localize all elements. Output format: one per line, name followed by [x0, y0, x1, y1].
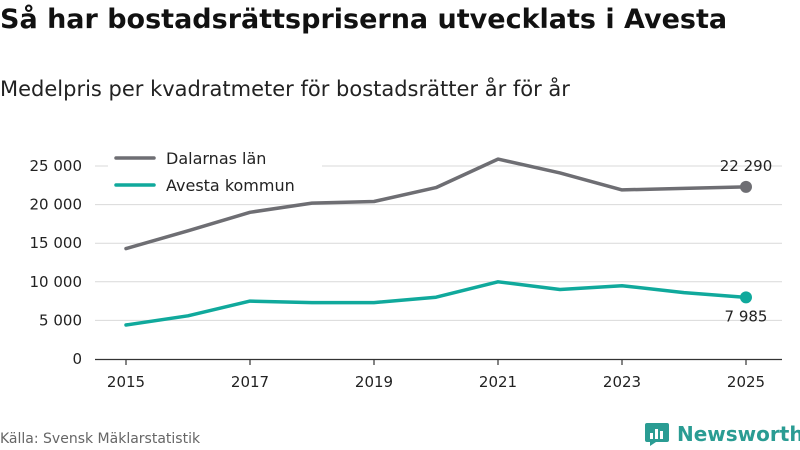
series-lines: 22 290 7 985 — [124, 157, 773, 327]
y-tick-label: 15 000 — [30, 234, 83, 252]
y-tick-label: 25 000 — [30, 157, 83, 175]
series-line-avesta-kommun — [124, 280, 748, 327]
x-tick-label: 2015 — [107, 373, 145, 391]
legend: Dalarnas län Avesta kommun — [108, 143, 322, 201]
chart-title: Så har bostadsrättspriserna utvecklats i… — [0, 4, 728, 35]
brand-logo: Newsworthy — [644, 420, 800, 448]
end-label-avesta-kommun: 7 985 — [725, 307, 768, 325]
axes: 0 5 000 10 000 15 000 20 000 25 000 2015 2017 20… — [30, 157, 782, 391]
newsworthy-logo-icon — [645, 423, 669, 446]
y-tick-label: 10 000 — [30, 273, 83, 291]
legend-label-dalarnas-lan: Dalarnas län — [166, 149, 266, 168]
y-tick-label: 0 — [72, 350, 82, 368]
y-tick-label: 20 000 — [30, 196, 83, 214]
x-tick-label: 2021 — [479, 373, 517, 391]
series-line-dalarnas-lan — [124, 157, 748, 251]
y-tick-label: 5 000 — [39, 311, 82, 329]
x-tick-label: 2017 — [231, 373, 269, 391]
brand-name: Newsworthy — [677, 422, 800, 446]
end-point-dalarnas-lan — [740, 180, 752, 193]
source-note: Källa: Svensk Mäklarstatistik — [0, 431, 201, 447]
legend-background — [108, 143, 322, 201]
line-chart: 0 5 000 10 000 15 000 20 000 25 000 2015 2017 20… — [29, 143, 782, 391]
x-tick-label: 2023 — [603, 373, 641, 391]
end-label-dalarnas-lan: 22 290 — [720, 157, 773, 175]
end-point-avesta-kommun — [740, 291, 752, 304]
legend-label-avesta-kommun: Avesta kommun — [166, 176, 295, 195]
x-tick-label: 2019 — [355, 373, 393, 391]
x-tick-label: 2025 — [727, 373, 765, 391]
chart-subtitle: Medelpris per kvadratmeter för bostadsrä… — [0, 77, 570, 101]
